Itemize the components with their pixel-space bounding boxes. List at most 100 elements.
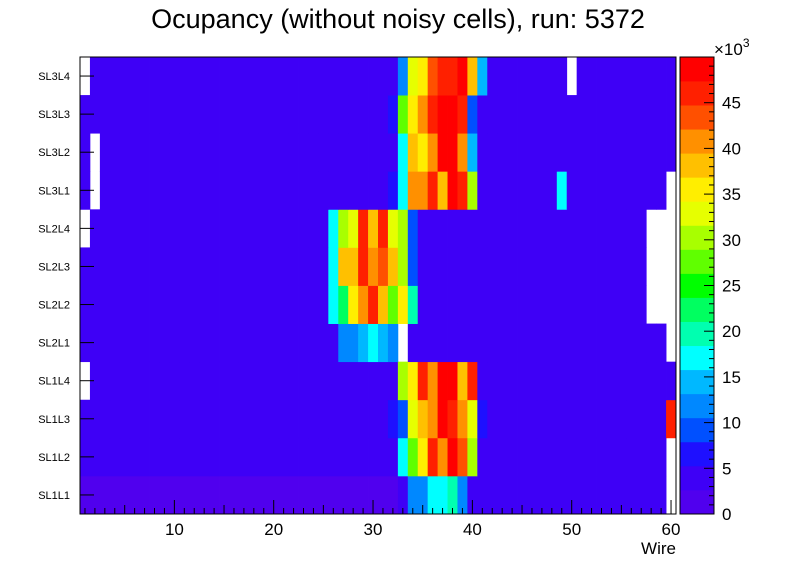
heatmap-cell bbox=[348, 171, 359, 210]
heatmap-cell bbox=[119, 323, 131, 363]
heatmap-cell bbox=[219, 209, 230, 248]
heatmap-cell bbox=[179, 95, 190, 134]
heatmap-cell bbox=[129, 285, 140, 324]
y-tick-label: SL1L2 bbox=[38, 452, 70, 464]
heatmap-cell bbox=[99, 247, 111, 286]
heatmap-cell bbox=[616, 285, 627, 324]
heatmap-cell bbox=[447, 247, 458, 286]
heatmap-cell bbox=[427, 475, 438, 515]
heatmap-cell bbox=[397, 399, 409, 439]
heatmap-cell bbox=[497, 437, 508, 477]
heatmap-cell bbox=[646, 133, 657, 172]
heatmap-cell bbox=[477, 323, 488, 363]
heatmap-cell bbox=[338, 247, 349, 286]
heatmap-cell bbox=[546, 57, 558, 96]
heatmap-cell bbox=[308, 323, 319, 363]
heatmap-cell bbox=[139, 399, 150, 439]
heatmap-cell bbox=[219, 285, 230, 324]
heatmap-cell bbox=[368, 323, 379, 363]
heatmap-cell bbox=[219, 475, 230, 515]
heatmap-cell bbox=[507, 323, 518, 363]
heatmap-cell bbox=[596, 437, 607, 477]
heatmap-cell bbox=[556, 323, 568, 363]
heatmap-cell bbox=[288, 323, 299, 363]
heatmap-cell bbox=[566, 247, 578, 286]
heatmap-cell bbox=[378, 95, 389, 134]
heatmap-cell bbox=[358, 361, 369, 401]
heatmap-cell bbox=[596, 247, 607, 286]
heatmap-cell bbox=[596, 361, 607, 401]
heatmap-cell bbox=[636, 437, 647, 477]
heatmap-cell bbox=[109, 133, 121, 172]
heatmap-cell bbox=[219, 95, 230, 134]
heatmap-cell bbox=[497, 171, 508, 210]
heatmap-cell bbox=[457, 361, 468, 401]
heatmap-cell bbox=[447, 285, 458, 324]
heatmap-cell bbox=[268, 95, 280, 134]
heatmap-cell bbox=[536, 247, 548, 286]
heatmap-cell bbox=[288, 285, 299, 324]
heatmap-cell bbox=[626, 57, 637, 96]
heatmap-cell bbox=[477, 247, 488, 286]
heatmap-cell bbox=[576, 399, 587, 439]
color-scale-band bbox=[680, 369, 714, 395]
heatmap-cell bbox=[387, 133, 399, 172]
heatmap-cell bbox=[89, 361, 101, 401]
heatmap-cell bbox=[179, 247, 190, 286]
heatmap-cell bbox=[427, 209, 438, 248]
heatmap-cell bbox=[159, 57, 170, 96]
heatmap-cell bbox=[497, 399, 508, 439]
heatmap-cell bbox=[447, 399, 458, 439]
heatmap-cell bbox=[258, 133, 270, 172]
heatmap-cell bbox=[497, 247, 508, 286]
heatmap-cell bbox=[238, 57, 250, 96]
heatmap-cell bbox=[387, 285, 399, 324]
heatmap-cell bbox=[169, 133, 180, 172]
heatmap-cell bbox=[527, 399, 538, 439]
heatmap-cell bbox=[536, 399, 548, 439]
heatmap-cell bbox=[119, 361, 131, 401]
heatmap-cell bbox=[169, 399, 180, 439]
heatmap-cell bbox=[229, 133, 240, 172]
heatmap-cell bbox=[417, 171, 429, 210]
heatmap-cell bbox=[566, 399, 578, 439]
heatmap-cell bbox=[278, 399, 289, 439]
heatmap-cell bbox=[348, 285, 359, 324]
heatmap-cell bbox=[298, 285, 309, 324]
heatmap-cell bbox=[656, 95, 667, 134]
heatmap-cell bbox=[199, 133, 210, 172]
heatmap-cell bbox=[527, 361, 538, 401]
heatmap-cell bbox=[209, 95, 220, 134]
heatmap-cell bbox=[437, 57, 448, 96]
heatmap-cell bbox=[586, 399, 597, 439]
heatmap-cell bbox=[159, 361, 170, 401]
heatmap-cell bbox=[507, 399, 518, 439]
heatmap-cell bbox=[129, 171, 140, 210]
color-scale-band bbox=[680, 225, 714, 250]
heatmap-cell bbox=[268, 171, 280, 210]
heatmap-cell bbox=[546, 361, 558, 401]
heatmap-cell bbox=[387, 399, 399, 439]
color-scale-band bbox=[680, 153, 714, 178]
plot-border bbox=[79, 56, 677, 515]
y-tick-label: SL2L3 bbox=[38, 262, 70, 274]
heatmap-cell bbox=[89, 437, 101, 477]
heatmap-cell bbox=[288, 247, 299, 286]
heatmap-cell bbox=[318, 95, 329, 134]
heatmap-cell bbox=[596, 57, 607, 96]
heatmap-cell bbox=[378, 57, 389, 96]
heatmap-cell bbox=[189, 285, 200, 324]
heatmap-cell bbox=[258, 171, 270, 210]
heatmap-cell bbox=[556, 57, 568, 96]
heatmap-cell bbox=[109, 209, 121, 248]
heatmap-cell bbox=[407, 399, 419, 439]
x-tick-label: 60 bbox=[662, 520, 681, 539]
heatmap-cell bbox=[109, 475, 121, 515]
heatmap-cell bbox=[139, 247, 150, 286]
heatmap-cell bbox=[437, 399, 448, 439]
heatmap-cell bbox=[527, 209, 538, 248]
heatmap-cell bbox=[417, 285, 429, 324]
heatmap-cell bbox=[566, 361, 578, 401]
heatmap-cell bbox=[189, 361, 200, 401]
heatmap-cell bbox=[417, 247, 429, 286]
